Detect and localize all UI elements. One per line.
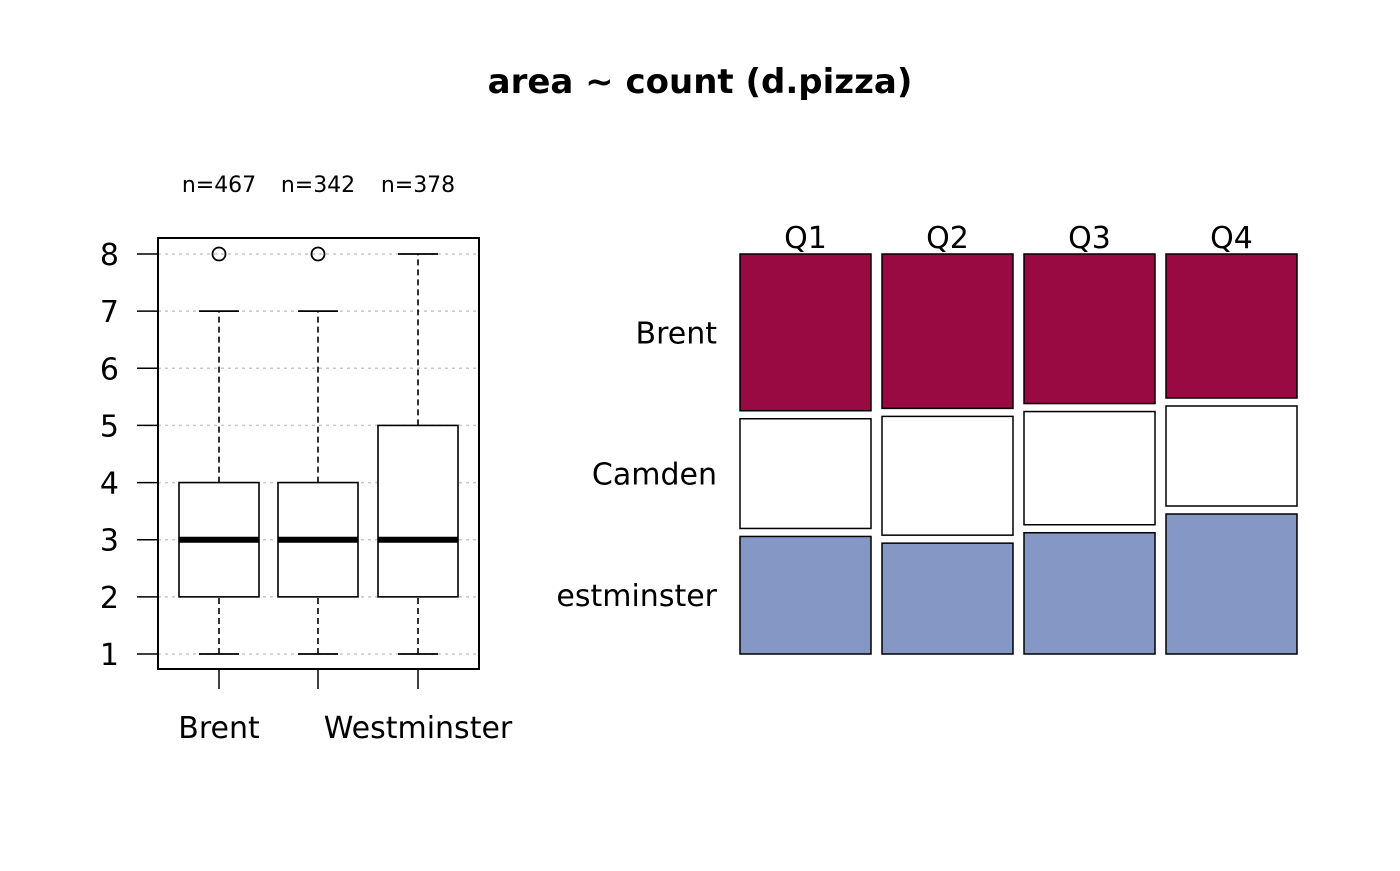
mosaic-cell (1023, 410, 1156, 526)
y-tick-label: 4 (100, 467, 119, 502)
y-tick-label: 6 (100, 352, 119, 387)
mosaic-cell (1023, 531, 1156, 655)
y-tick-label: 7 (100, 295, 119, 330)
boxplot-panel: 1 2 3 4 5 6 7 8 n=467 n=342 n=378 Brent Westminster (100, 173, 513, 746)
column-label: Q4 (1210, 221, 1253, 256)
chart-title: area ~ count (d.pizza) (488, 62, 913, 102)
mosaic-panel: Q1 Q2 Q3 Q4 Brent Camden estminster (556, 221, 1298, 655)
mosaic-cell (1165, 253, 1298, 399)
mosaic-cell (881, 253, 1014, 410)
outlier-point (310, 246, 326, 262)
row-label: estminster (556, 579, 717, 614)
row-label-group: Brent Camden estminster (556, 316, 717, 614)
n-label: n=342 (281, 173, 355, 198)
row-label: Brent (636, 316, 718, 351)
n-label: n=467 (182, 173, 256, 198)
y-tick-label: 2 (100, 581, 119, 616)
x-tick-label: Brent (178, 711, 260, 746)
mosaic-cell (1165, 405, 1298, 507)
mosaic-cell (739, 253, 872, 412)
mosaic-cell (881, 415, 1014, 536)
mosaic-cell (739, 535, 872, 655)
y-tick-label: 8 (100, 238, 119, 273)
column-label: Q3 (1068, 221, 1111, 256)
x-tick-label: Westminster (324, 711, 513, 746)
box-body (377, 424, 459, 598)
y-tick-label: 3 (100, 524, 119, 559)
column-label: Q2 (926, 221, 969, 256)
plot-frame (157, 237, 480, 670)
y-tick-label: 1 (100, 638, 119, 673)
n-label: n=378 (381, 173, 455, 198)
mosaic-cell (739, 417, 872, 530)
mosaic-cell (1165, 513, 1298, 655)
outlier-point (211, 246, 227, 262)
y-tick-label: 5 (100, 409, 119, 444)
column-label: Q1 (784, 221, 827, 256)
mosaic-cell (881, 542, 1014, 655)
mosaic-cell (1023, 253, 1156, 405)
row-label: Camden (592, 458, 717, 493)
